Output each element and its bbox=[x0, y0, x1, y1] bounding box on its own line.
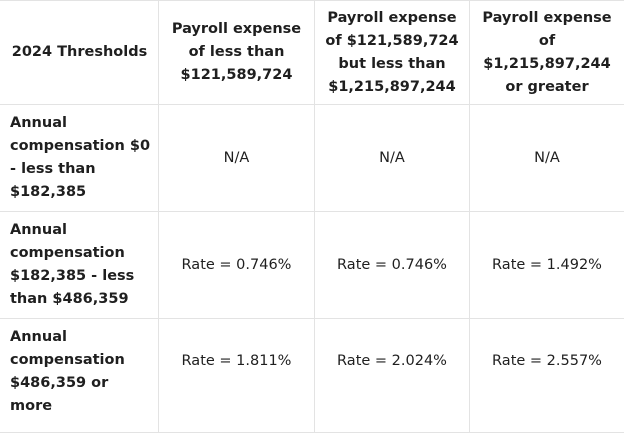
rate-cell: Rate = 2.557% bbox=[470, 319, 624, 433]
table-row: Annual compensation $182,385 - less than… bbox=[1, 212, 624, 319]
rate-cell: Rate = 1.811% bbox=[159, 319, 315, 433]
rate-cell: N/A bbox=[159, 105, 315, 212]
table-row: Annual compensation $0 - less than $182,… bbox=[1, 105, 624, 212]
table-row: Annual compensation $486,359 or more Rat… bbox=[1, 319, 624, 433]
rate-cell: Rate = 2.024% bbox=[315, 319, 470, 433]
row-header-comp-0-to-182k: Annual compensation $0 - less than $182,… bbox=[1, 105, 159, 212]
table-body: Annual compensation $0 - less than $182,… bbox=[1, 105, 624, 433]
column-header-1215m-or-greater: Payroll expense of $1,215,897,244 or gre… bbox=[470, 1, 624, 105]
rate-cell: N/A bbox=[315, 105, 470, 212]
rate-cell: Rate = 0.746% bbox=[315, 212, 470, 319]
column-header-under-121m: Payroll expense of less than $121,589,72… bbox=[159, 1, 315, 105]
header-row: 2024 Thresholds Payroll expense of less … bbox=[1, 1, 624, 105]
rate-cell: N/A bbox=[470, 105, 624, 212]
rate-cell: Rate = 1.492% bbox=[470, 212, 624, 319]
rate-cell: Rate = 0.746% bbox=[159, 212, 315, 319]
column-header-121m-to-1215m: Payroll expense of $121,589,724 but less… bbox=[315, 1, 470, 105]
thresholds-corner-header: 2024 Thresholds bbox=[1, 1, 159, 105]
row-header-comp-182k-to-486k: Annual compensation $182,385 - less than… bbox=[1, 212, 159, 319]
row-header-comp-486k-or-more: Annual compensation $486,359 or more bbox=[1, 319, 159, 433]
table-header: 2024 Thresholds Payroll expense of less … bbox=[1, 1, 624, 105]
